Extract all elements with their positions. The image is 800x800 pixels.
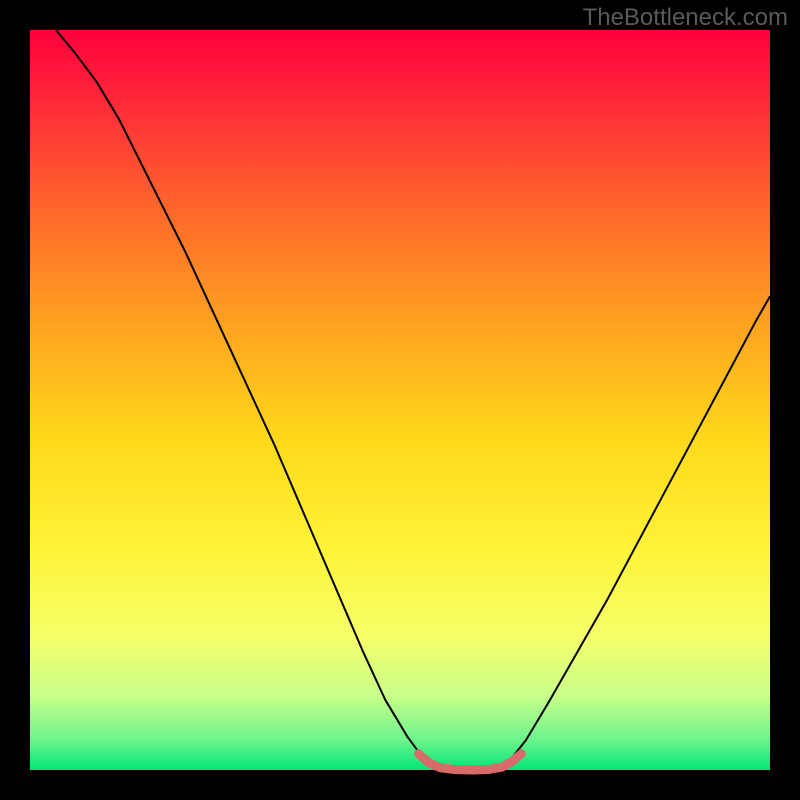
watermark-text: TheBottleneck.com (583, 4, 788, 32)
chart-stage: TheBottleneck.com (0, 0, 800, 800)
chart-svg (0, 0, 800, 800)
plot-background (30, 30, 770, 770)
